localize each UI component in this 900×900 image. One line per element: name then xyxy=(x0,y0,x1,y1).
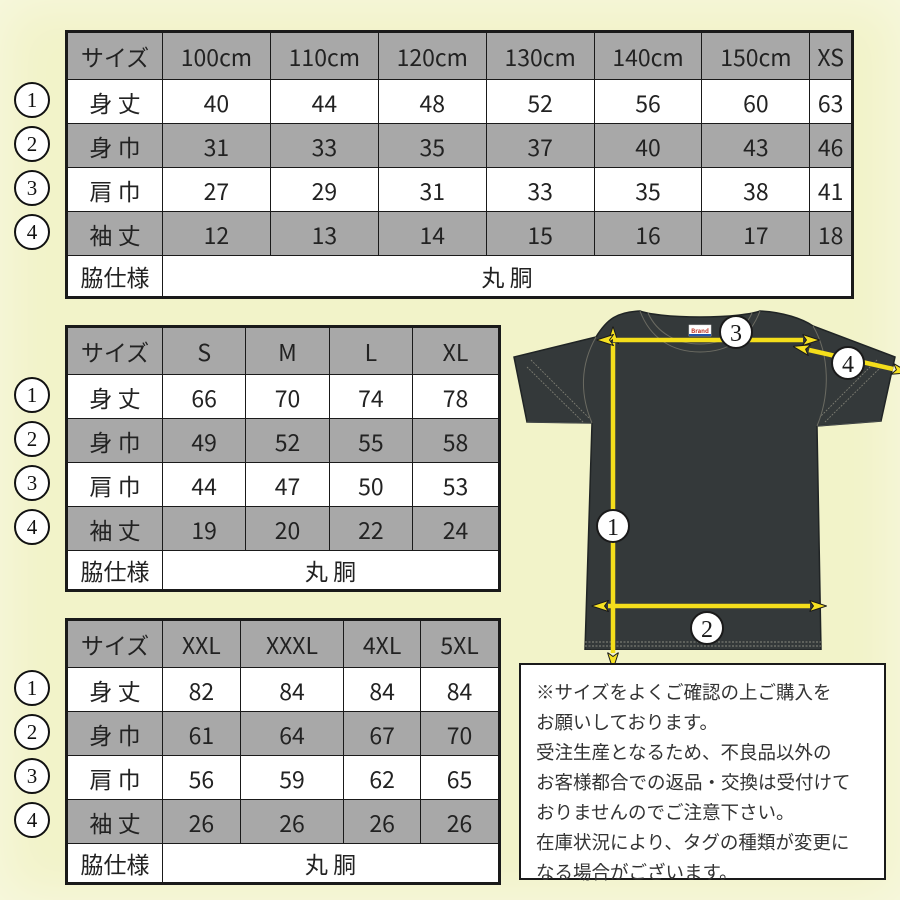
svg-text:Brand: Brand xyxy=(691,326,709,335)
